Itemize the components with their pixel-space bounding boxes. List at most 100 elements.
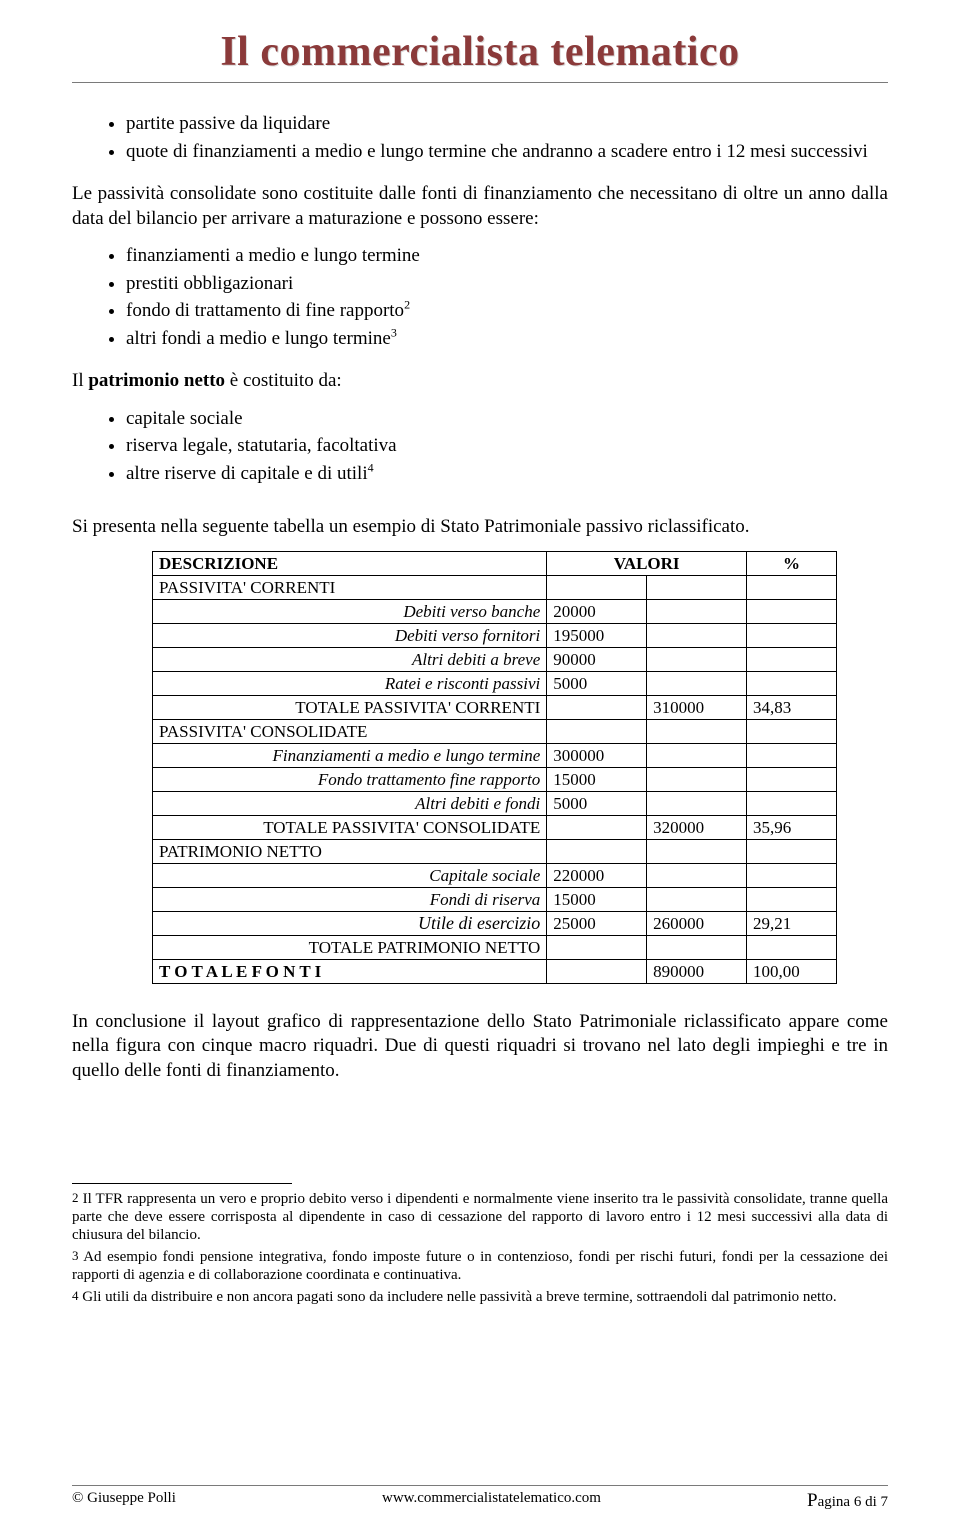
paragraph: Si presenta nella seguente tabella un es…: [72, 515, 888, 539]
header-rule: [72, 82, 888, 83]
th-valori: VALORI: [547, 552, 747, 576]
list-item-text: fondo di trattamento di fine rapporto: [126, 300, 404, 321]
footer-right: Pagina 6 di 7: [807, 1490, 888, 1512]
footnote-ref: 2: [404, 298, 410, 312]
cell: [647, 744, 747, 768]
cell-desc: Ratei e risconti passivi: [153, 672, 547, 696]
cell-v1: 25000: [547, 912, 647, 936]
cell: [647, 624, 747, 648]
cell-desc: Debiti verso fornitori: [153, 624, 547, 648]
list-item: quote di finanziamenti a medio e lungo t…: [126, 139, 888, 165]
text: è costituito da:: [225, 370, 342, 391]
th-pct: %: [747, 552, 837, 576]
table-row: Debiti verso banche 20000: [153, 600, 837, 624]
table-row: Debiti verso fornitori 195000: [153, 624, 837, 648]
cell: [647, 672, 747, 696]
cell-v2: 260000: [647, 912, 747, 936]
footnote: 3 Ad esempio fondi pensione integrativa,…: [72, 1248, 888, 1284]
cell-desc: PATRIMONIO NETTO: [153, 840, 547, 864]
cell: [647, 576, 747, 600]
table-row: T O T A L E F O N T I 890000 100,00: [153, 960, 837, 984]
balance-table-wrap: DESCRIZIONE VALORI % PASSIVITA' CORRENTI…: [152, 551, 837, 984]
cell-desc: T O T A L E F O N T I: [153, 960, 547, 984]
footnote-ref: 3: [391, 326, 397, 340]
table-row: TOTALE PATRIMONIO NETTO: [153, 936, 837, 960]
list-item: partite passive da liquidare: [126, 111, 888, 137]
cell-desc: TOTALE PATRIMONIO NETTO: [153, 936, 547, 960]
footnote-text: Gli utili da distribuire e non ancora pa…: [79, 1289, 837, 1305]
cell: [547, 840, 647, 864]
cell: [647, 648, 747, 672]
cell: [747, 864, 837, 888]
bullet-list-1: partite passive da liquidare quote di fi…: [72, 111, 888, 164]
th-desc: DESCRIZIONE: [153, 552, 547, 576]
cell: [747, 768, 837, 792]
cell: [547, 816, 647, 840]
balance-table: DESCRIZIONE VALORI % PASSIVITA' CORRENTI…: [152, 551, 837, 984]
bullet-list-3: capitale sociale riserva legale, statuta…: [72, 406, 888, 487]
table-row: Fondi di riserva 15000: [153, 888, 837, 912]
cell-desc: Altri debiti a breve: [153, 648, 547, 672]
text: Il: [72, 370, 88, 391]
cell-v1: 15000: [547, 768, 647, 792]
list-item: riserva legale, statutaria, facoltativa: [126, 433, 888, 459]
cell: [747, 624, 837, 648]
table-row: Capitale sociale 220000: [153, 864, 837, 888]
list-item: prestiti obbligazionari: [126, 271, 888, 297]
cell-pct: 34,83: [747, 696, 837, 720]
footnote: 2 Il TFR rappresenta un vero e proprio d…: [72, 1190, 888, 1244]
cell-v1: 5000: [547, 672, 647, 696]
table-row: Finanziamenti a medio e lungo termine 30…: [153, 744, 837, 768]
cell-desc: Debiti verso banche: [153, 600, 547, 624]
table-row: PASSIVITA' CONSOLIDATE: [153, 720, 837, 744]
table-row: TOTALE PASSIVITA' CORRENTI 310000 34,83: [153, 696, 837, 720]
cell-pct: 29,21: [747, 912, 837, 936]
list-item-text: altri fondi a medio e lungo termine: [126, 328, 391, 349]
list-item: finanziamenti a medio e lungo termine: [126, 243, 888, 269]
footnote-text: Il TFR rappresenta un vero e proprio deb…: [72, 1191, 888, 1243]
cell-desc: Finanziamenti a medio e lungo termine: [153, 744, 547, 768]
list-item-text: altre riserve di capitale e di utili: [126, 463, 368, 484]
cell-desc: Fondi di riserva: [153, 888, 547, 912]
footnote-ref: 4: [368, 461, 374, 475]
list-item: altri fondi a medio e lungo termine3: [126, 326, 888, 352]
paragraph: In conclusione il layout grafico di rapp…: [72, 1010, 888, 1083]
cell: [647, 864, 747, 888]
cell-v1: 195000: [547, 624, 647, 648]
cell-desc: TOTALE PASSIVITA' CONSOLIDATE: [153, 816, 547, 840]
cell-pct: 100,00: [747, 960, 837, 984]
bullet-list-2: finanziamenti a medio e lungo termine pr…: [72, 243, 888, 352]
cell: [647, 720, 747, 744]
cell-v1: 220000: [547, 864, 647, 888]
cell: [747, 936, 837, 960]
cell: [747, 888, 837, 912]
cell: [547, 936, 647, 960]
cell-pct: 35,96: [747, 816, 837, 840]
table-row: PASSIVITA' CORRENTI: [153, 576, 837, 600]
list-item: fondo di trattamento di fine rapporto2: [126, 298, 888, 324]
paragraph: Il patrimonio netto è costituito da:: [72, 369, 888, 393]
footer-left: © Giuseppe Polli: [72, 1490, 176, 1512]
cell-v2: 890000: [647, 960, 747, 984]
cell: [647, 840, 747, 864]
paragraph: Le passività consolidate sono costituite…: [72, 182, 888, 231]
cell: [547, 696, 647, 720]
page-title: Il commercialista telematico: [72, 28, 888, 76]
cell: [747, 792, 837, 816]
cell-v1: 15000: [547, 888, 647, 912]
footer-center: www.commercialistatelematico.com: [382, 1490, 601, 1512]
cell: [647, 600, 747, 624]
cell-v1: 5000: [547, 792, 647, 816]
footnotes-rule: [72, 1183, 292, 1184]
page-footer: © Giuseppe Polli www.commercialistatelem…: [72, 1485, 888, 1512]
cell-desc: Altri debiti e fondi: [153, 792, 547, 816]
cell-desc: Utile di esercizio: [153, 912, 547, 936]
cell: [747, 672, 837, 696]
table-row: TOTALE PASSIVITA' CONSOLIDATE 320000 35,…: [153, 816, 837, 840]
list-item: altre riserve di capitale e di utili4: [126, 461, 888, 487]
cell: [647, 792, 747, 816]
footnote: 4 Gli utili da distribuire e non ancora …: [72, 1288, 888, 1306]
cell-desc: TOTALE PASSIVITA' CORRENTI: [153, 696, 547, 720]
text-bold: patrimonio netto: [88, 370, 225, 391]
cell: [747, 840, 837, 864]
